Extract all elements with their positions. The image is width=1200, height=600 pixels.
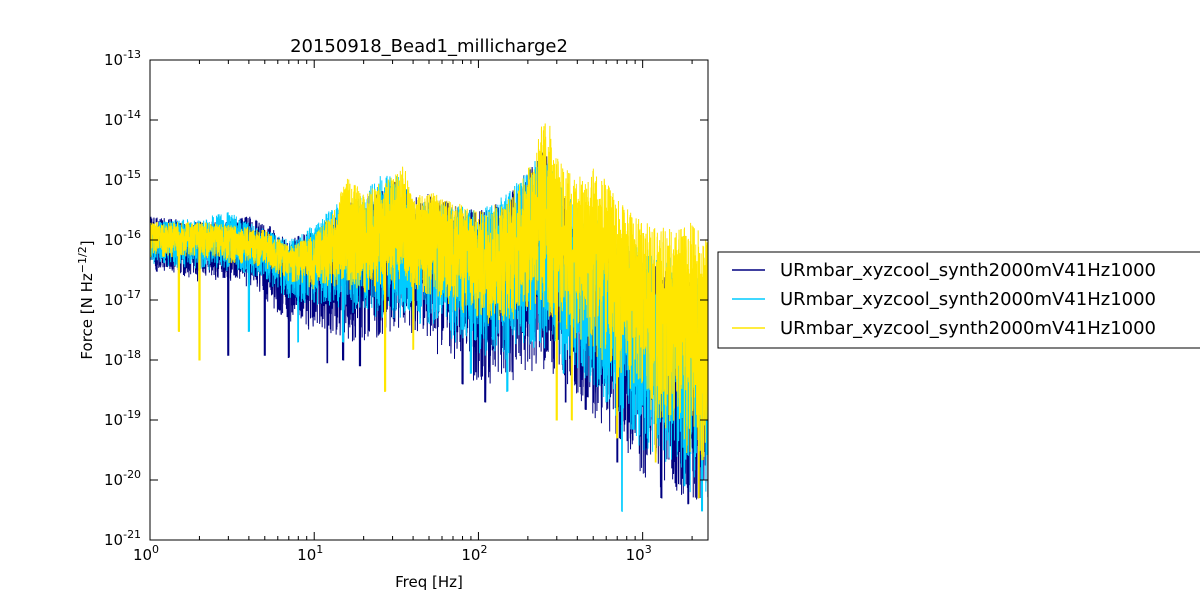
y-tick-label-1: 10-20 <box>104 468 141 489</box>
x-tick-label-0: 100 <box>133 543 159 564</box>
legend-box <box>717 251 1200 349</box>
legend-label-1: URmbar_xyzcool_synth2000mV41Hz1000 <box>780 289 1156 310</box>
chart-title: 20150918_Bead1_millicharge2 <box>290 36 568 57</box>
y-tick-label-0: 10-21 <box>104 528 141 549</box>
x-tick-label-2: 102 <box>461 543 487 564</box>
y-axis-label-sup: −1/2 <box>76 246 89 273</box>
x-tick-label-1: 101 <box>297 543 323 564</box>
x-tick-label-3: 103 <box>626 543 652 564</box>
legend-label-2: URmbar_xyzcool_synth2000mV41Hz1000 <box>780 318 1156 339</box>
y-tick-label-6: 10-15 <box>104 168 141 189</box>
legend-label-0: URmbar_xyzcool_synth2000mV41Hz1000 <box>780 260 1156 281</box>
y-tick-label-4: 10-17 <box>104 288 141 309</box>
y-axis-label-end: ] <box>78 240 96 246</box>
y-tick-label-2: 10-19 <box>104 408 141 429</box>
ticks-group: 100 101 102 103 10-21 10-20 10-19 10-18 10-17 10-… <box>104 48 708 564</box>
series-group <box>150 123 708 512</box>
y-tick-label-8: 10-13 <box>104 48 141 69</box>
y-tick-label-5: 10-16 <box>104 228 141 249</box>
y-tick-label-3: 10-18 <box>104 348 141 369</box>
legend: URmbar_xyzcool_synth2000mV41Hz1000 URmba… <box>717 251 1200 349</box>
series-line-1 <box>150 148 708 512</box>
y-tick-label-7: 10-14 <box>104 108 141 129</box>
series-line-2 <box>150 123 708 499</box>
x-axis-label: Freq [Hz] <box>395 573 463 591</box>
y-axis-label-main: Force [N Hz <box>78 273 96 359</box>
y-axis-label: Force [N Hz−1/2] <box>76 240 96 359</box>
